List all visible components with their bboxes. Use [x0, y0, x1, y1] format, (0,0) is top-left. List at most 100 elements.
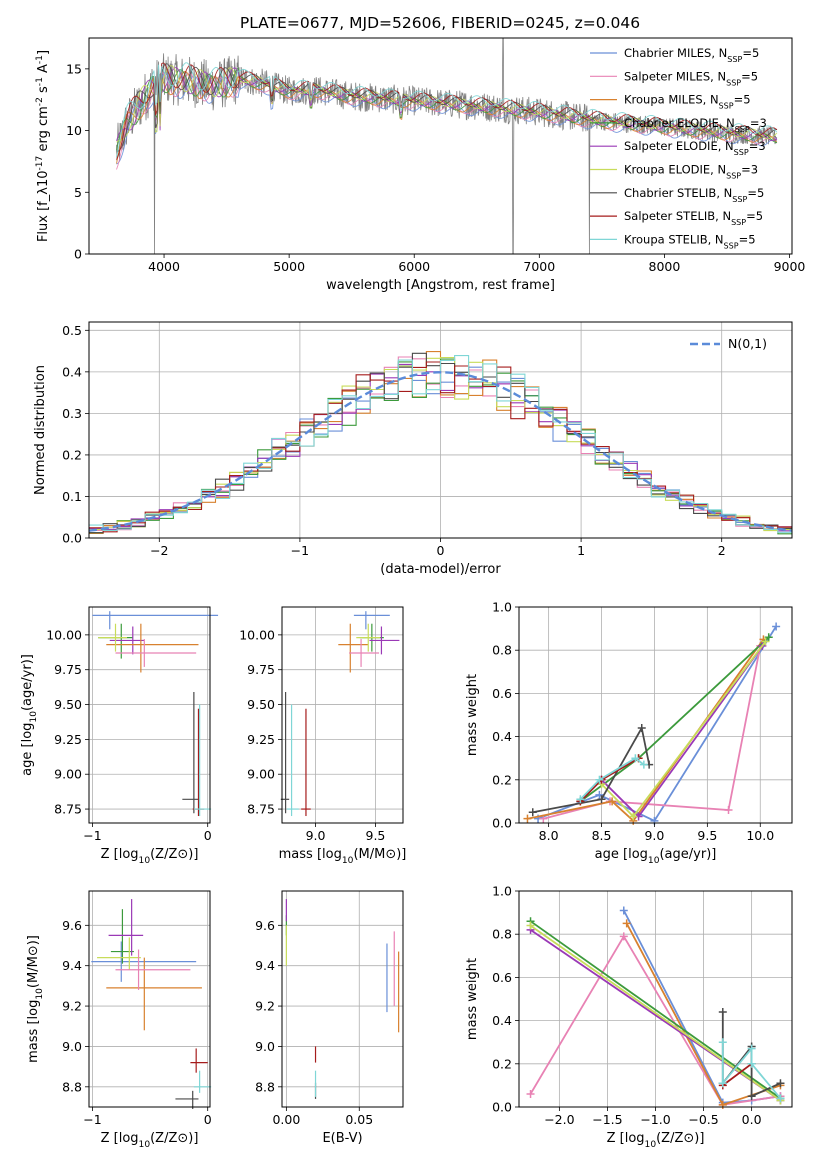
spectrum-x-tick-label: 6000 — [398, 259, 430, 274]
spectrum-y-tick-label: 5 — [74, 185, 82, 200]
mass-weight-vs-age-line-chabrier-stelib — [532, 725, 651, 814]
mass-vs-Z-errorbar-chabrier-stelib — [175, 1090, 199, 1110]
spectrum-x-tick-label: 7000 — [523, 259, 555, 274]
spectrum-model-chabrier-elodie — [116, 67, 778, 151]
spectrum-x-tick-label: 9000 — [774, 259, 806, 274]
mass-weight-vs-age-axes-frame — [518, 606, 793, 824]
legend-label-kroupa-miles: Kroupa MILES, NSSP=5 — [624, 93, 751, 111]
age-vs-Z-y-axis-label: age [log10(age/yr)] — [20, 654, 39, 776]
mass-weight-vs-age-point-kroupa-stelib — [595, 775, 604, 784]
age-vs-mass-x-tick-label: 9.0 — [306, 828, 326, 843]
mass-vs-ebv-axes-frame — [281, 890, 404, 1108]
age-vs-mass-y-tick-label: 9.00 — [247, 767, 275, 782]
mass-vs-Z-errorbar-salpeter-elodie — [108, 899, 144, 956]
spectrum-y-tick-label: 15 — [66, 61, 82, 76]
spectrum-y-tick-label: 10 — [66, 123, 82, 138]
mass-weight-vs-age-x-tick-label: 8.0 — [539, 828, 559, 843]
mass-vs-Z-x-tick-label: 0 — [204, 1112, 212, 1127]
age-vs-Z-x-tick-label: 0 — [204, 828, 212, 843]
mass-vs-Z-y-tick-label: 9.0 — [62, 1039, 82, 1054]
mass-weight-vs-age-y-tick-label: 0.2 — [492, 772, 512, 787]
residuals-x-axis-label: (data-model)/error — [380, 562, 501, 577]
mass-weight-vs-Z-point-chabrier-stelib — [776, 1079, 785, 1088]
residuals-x-tick-label: 0 — [437, 543, 445, 558]
mass-weight-vs-Z-y-tick-label: 0.8 — [492, 927, 512, 942]
age-vs-mass-y-tick-label: 9.75 — [247, 662, 275, 677]
spectrum-observed-data-line — [116, 37, 778, 255]
mass-weight-vs-Z-point-chabrier-miles — [619, 906, 628, 915]
residuals-y-tick-label: 0.0 — [62, 531, 82, 546]
age-vs-Z-errorbar-kroupa-stelib — [193, 704, 212, 817]
mass-weight-vs-age-y-tick-label: 1.0 — [492, 600, 512, 615]
mass-weight-vs-Z-x-tick-label: 0.0 — [742, 1112, 762, 1127]
mass-weight-vs-age-line-chabrier-miles — [537, 625, 777, 822]
mass-weight-vs-age-point-chabrier-miles — [595, 790, 604, 799]
mass-vs-Z-y-axis-label: mass [log10(M/M⊙)] — [26, 935, 45, 1063]
mass-weight-vs-age-x-axis-label: age [log10(age/yr)] — [595, 847, 717, 866]
age-vs-mass-errorbar-salpeter-elodie — [369, 626, 400, 655]
spectrum-x-tick-label: 8000 — [649, 259, 681, 274]
age-vs-mass-y-tick-label: 9.50 — [247, 697, 275, 712]
mass-weight-vs-Z-x-tick-label: −1.5 — [592, 1112, 622, 1127]
mass-weight-vs-age-point-chabrier-stelib — [597, 795, 606, 804]
residuals-y-tick-label: 0.3 — [62, 406, 82, 421]
legend-label-kroupa-elodie: Kroupa ELODIE, NSSP=3 — [624, 163, 758, 181]
mass-weight-vs-age-point-kroupa-elodie — [761, 637, 770, 646]
mass-weight-vs-Z-y-tick-label: 0.0 — [492, 1100, 512, 1115]
legend-label-chabrier-stelib: Chabrier STELIB, NSSP=5 — [624, 186, 764, 204]
mass-vs-ebv-y-tick-label: 9.2 — [255, 999, 275, 1014]
mass-vs-Z-x-axis-label: Z [log10(Z/Z⊙)] — [101, 1131, 199, 1150]
mass-vs-Z-errorbar-kroupa-elodie — [97, 937, 141, 970]
mass-weight-vs-age-line-kroupa-miles — [527, 638, 765, 823]
mass-weight-vs-Z-point-chabrier-stelib — [718, 1007, 727, 1016]
mass-weight-vs-Z-line-salpeter-miles — [529, 934, 781, 1106]
spectrum-axes-frame — [88, 37, 793, 255]
mass-weight-vs-age-line-salpeter-elodie — [600, 645, 764, 818]
mass-weight-vs-Z-line-kroupa-elodie — [529, 924, 782, 1102]
age-vs-mass-errorbar-kroupa-elodie — [356, 623, 381, 652]
mass-weight-vs-Z-x-tick-label: −0.5 — [688, 1112, 718, 1127]
mass-vs-Z-errorbar-kroupa-stelib — [193, 1070, 212, 1093]
age-vs-mass-x-tick-label: 9.5 — [366, 828, 386, 843]
mass-weight-vs-Z-point-salpeter-miles — [619, 932, 628, 941]
mass-vs-ebv-y-tick-label: 9.0 — [255, 1039, 275, 1054]
mass-vs-Z-x-tick-label: −1 — [83, 1112, 101, 1127]
spectrum-y-tick-label: 0 — [74, 247, 82, 262]
mass-weight-vs-Z-y-tick-label: 0.4 — [492, 1013, 512, 1028]
mass-weight-vs-Z-x-axis-label: Z [log10(Z/Z⊙)] — [607, 1131, 705, 1150]
age-vs-Z-errorbar-kroupa-elodie — [98, 623, 128, 652]
mass-weight-vs-age-x-tick-label: 8.5 — [592, 828, 612, 843]
age-vs-Z-y-tick-label: 9.50 — [54, 697, 82, 712]
mass-weight-vs-age-point-chabrier-miles — [772, 622, 781, 631]
residuals-x-tick-label: 1 — [577, 543, 585, 558]
spectrum-model-chabrier-miles — [116, 72, 778, 165]
mass-vs-ebv-y-tick-label: 9.6 — [255, 918, 275, 933]
spectrum-model-kroupa-elodie — [116, 65, 778, 143]
mass-weight-vs-age-point-salpeter-miles — [724, 806, 733, 815]
age-vs-mass-y-tick-label: 9.25 — [247, 732, 275, 747]
mass-vs-Z-y-tick-label: 9.6 — [62, 918, 82, 933]
mass-vs-Z-axes-frame — [88, 890, 211, 1108]
age-vs-mass-errorbar-salpeter-stelib — [301, 708, 311, 817]
age-vs-Z-y-tick-label: 8.75 — [54, 802, 82, 817]
mass-weight-vs-Z-point-kroupa-miles — [622, 919, 631, 928]
age-vs-mass-errorbar-kroupa-miles — [338, 623, 369, 673]
residuals-x-tick-label: −2 — [150, 543, 168, 558]
residuals-x-tick-label: −1 — [291, 543, 309, 558]
legend-label-chabrier-elodie: Chabrier ELODIE, NSSP=3 — [624, 116, 767, 133]
mass-vs-Z-y-tick-label: 9.2 — [62, 999, 82, 1014]
mass-weight-vs-Z-y-tick-label: 0.6 — [492, 970, 512, 985]
spectrum-x-tick-label: 5000 — [273, 259, 305, 274]
mass-vs-ebv-y-tick-label: 8.8 — [255, 1079, 275, 1094]
mass-weight-vs-age-y-axis-label: mass weight — [465, 674, 480, 756]
mass-weight-vs-age-line-kroupa-stelib — [579, 757, 645, 800]
mass-weight-vs-Z-y-axis-label: mass weight — [465, 958, 480, 1040]
mass-vs-Z-errorbar-salpeter-stelib — [190, 1048, 208, 1073]
gaussian-reference-curve — [88, 371, 793, 532]
legend-label-chabrier-miles: Chabrier MILES, NSSP=5 — [624, 46, 759, 64]
mass-vs-Z-errorbar-kroupa-miles — [106, 957, 202, 1031]
spectrum-model-kroupa-stelib — [116, 62, 778, 158]
age-vs-Z-y-tick-label: 9.00 — [54, 767, 82, 782]
age-vs-Z-y-tick-label: 9.25 — [54, 732, 82, 747]
